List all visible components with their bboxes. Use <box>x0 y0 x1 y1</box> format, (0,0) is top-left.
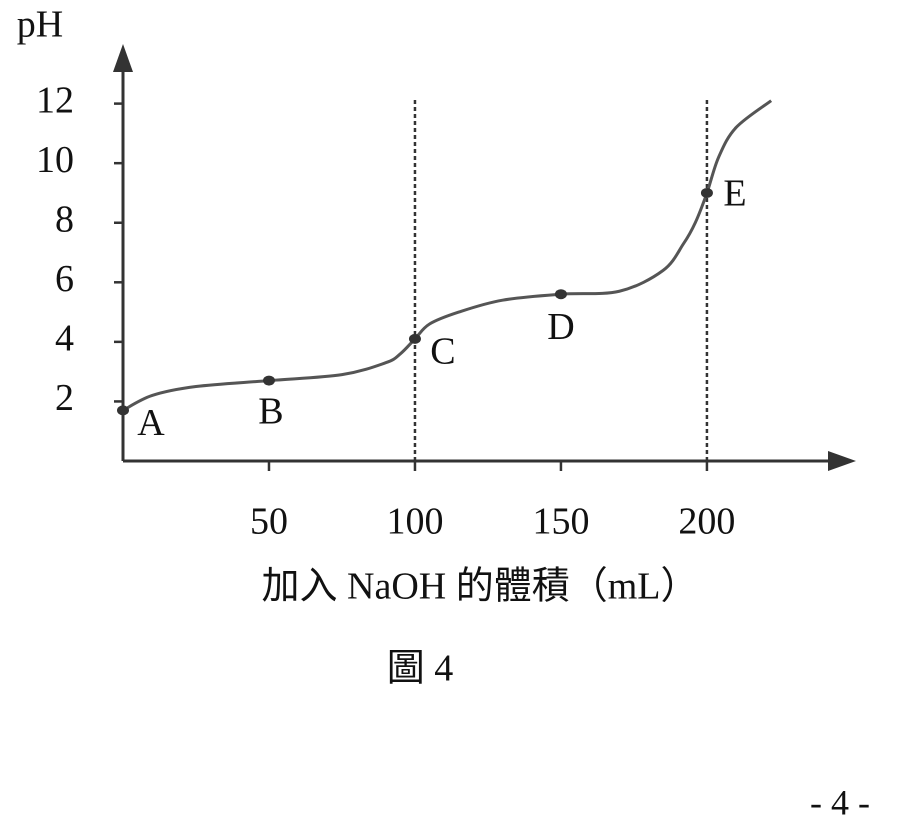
point-label: C <box>430 331 455 373</box>
y-tick-label: 8 <box>55 198 74 240</box>
x-tick-label: 200 <box>678 501 735 543</box>
page-number: - 4 - <box>810 782 870 820</box>
point-label: D <box>547 306 574 348</box>
x-axis-label: 加入 NaOH 的體積（mL） <box>262 566 699 608</box>
caption: 圖 4 <box>387 648 454 690</box>
point-marker <box>700 187 713 198</box>
y-tick-label: 2 <box>55 377 74 419</box>
x-tick-label: 100 <box>386 501 443 543</box>
point-marker <box>262 375 275 386</box>
point-label: A <box>137 402 165 444</box>
y-tick-label: 6 <box>55 258 74 300</box>
point-marker <box>408 333 421 344</box>
y-axis-label: pH <box>17 4 63 46</box>
point-marker <box>554 289 567 300</box>
y-axis-arrow <box>113 44 133 72</box>
point-marker <box>117 405 129 416</box>
x-tick-label: 50 <box>250 501 288 543</box>
y-tick-label: 10 <box>36 139 74 181</box>
y-tick-label: 12 <box>36 79 74 121</box>
x-axis-arrow <box>828 451 856 471</box>
point-label: E <box>723 173 746 215</box>
y-tick-label: 4 <box>55 318 74 360</box>
x-tick-label: 150 <box>532 501 589 543</box>
point-label: B <box>258 390 283 432</box>
